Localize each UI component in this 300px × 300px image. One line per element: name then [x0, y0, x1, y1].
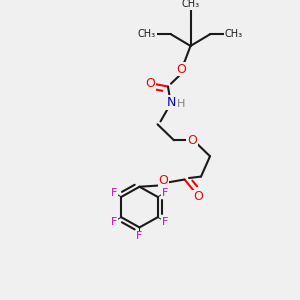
- Text: O: O: [145, 77, 155, 90]
- Text: O: O: [159, 174, 168, 188]
- Text: H: H: [177, 99, 186, 109]
- Text: CH₃: CH₃: [138, 29, 156, 39]
- Text: F: F: [111, 217, 117, 226]
- Text: F: F: [111, 188, 117, 198]
- Text: CH₃: CH₃: [225, 29, 243, 39]
- Text: O: O: [177, 63, 186, 76]
- Text: F: F: [136, 231, 143, 241]
- Text: F: F: [162, 188, 168, 198]
- Text: O: O: [193, 190, 203, 203]
- Text: F: F: [162, 217, 168, 226]
- Text: CH₃: CH₃: [182, 0, 200, 9]
- Text: N: N: [166, 96, 176, 109]
- Text: O: O: [187, 134, 197, 147]
